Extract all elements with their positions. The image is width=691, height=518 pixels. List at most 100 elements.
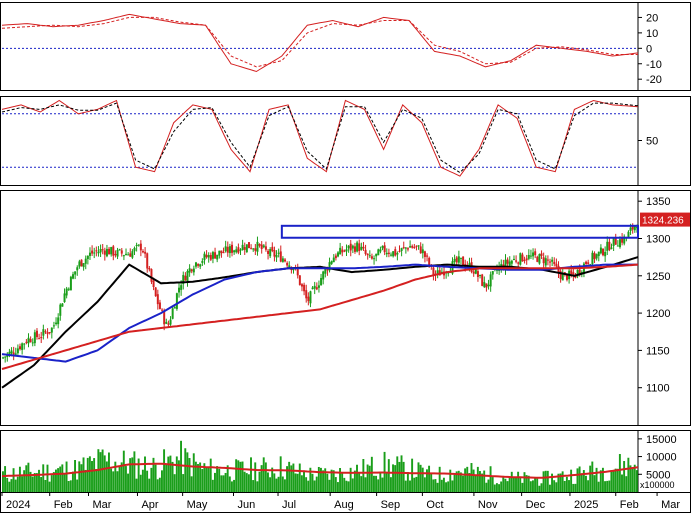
volume-bar — [211, 479, 214, 492]
candle-body — [368, 255, 371, 257]
volume-bar — [508, 477, 511, 492]
y-tick-label-macd: 0 — [646, 43, 652, 55]
volume-bar — [224, 472, 227, 492]
panel-frame-macd — [0, 2, 691, 91]
y-tick-label-price: 1150 — [646, 345, 670, 357]
candle-body — [525, 258, 528, 261]
candle-body — [63, 293, 66, 303]
candle-body — [133, 247, 136, 252]
volume-bar — [177, 460, 180, 492]
candle-body — [358, 243, 361, 251]
volume-bar — [290, 465, 293, 492]
candle-body — [12, 352, 15, 355]
candle-body — [180, 285, 183, 290]
volume-bar — [510, 471, 513, 492]
volume-bar — [349, 467, 352, 492]
volume-bar — [506, 481, 509, 492]
volume-bar — [235, 459, 238, 492]
candle-body — [366, 253, 369, 256]
candle-body — [82, 263, 85, 268]
candle-body — [156, 294, 159, 305]
volume-bar — [373, 475, 375, 492]
candle-body — [578, 269, 581, 275]
candle-body — [194, 262, 197, 267]
volume-bar — [398, 461, 401, 492]
volume-bar — [256, 481, 259, 492]
volume-bar — [521, 482, 524, 492]
y-tick-label-price: 1100 — [646, 383, 670, 395]
volume-bar — [86, 457, 89, 492]
candle-body — [226, 246, 229, 253]
candle-body — [103, 250, 106, 255]
volume-bar — [31, 476, 34, 492]
volume-bar — [370, 456, 373, 492]
volume-bar — [207, 467, 210, 492]
candle-body — [224, 246, 227, 252]
volume-bar — [570, 469, 573, 492]
x-tick-label: 2025 — [574, 499, 598, 511]
volume-bar — [2, 471, 4, 492]
candle-body — [57, 317, 60, 325]
volume-bar — [485, 482, 488, 492]
volume-bar — [409, 480, 411, 492]
candle-body — [485, 283, 488, 288]
candle-body — [279, 251, 282, 262]
candle-body — [148, 268, 151, 270]
candle-body — [273, 250, 276, 257]
candle-body — [633, 225, 636, 231]
volume-bar — [394, 465, 397, 492]
volume-bar — [525, 475, 528, 492]
candle-body — [527, 254, 530, 259]
volume-bar — [356, 464, 358, 492]
candle-body — [606, 241, 609, 251]
candle-body — [84, 258, 87, 264]
candle-body — [610, 247, 613, 249]
volume-bar — [250, 457, 252, 492]
candle-body — [154, 287, 157, 297]
candle-body — [491, 271, 494, 275]
candle-body — [553, 261, 556, 265]
candle-body — [178, 287, 181, 293]
candle-body — [536, 256, 539, 262]
volume-bar — [269, 477, 272, 492]
candle-body — [114, 253, 117, 256]
volume-bar — [313, 480, 316, 492]
candle-body — [101, 249, 104, 251]
volume-bar — [118, 466, 121, 492]
volume-bar — [544, 470, 547, 492]
volume-bar — [76, 479, 79, 492]
volume-bar — [595, 467, 598, 492]
x-tick-label: Feb — [620, 499, 639, 511]
candle-body — [602, 248, 605, 256]
candle-body — [419, 246, 422, 254]
volume-bar — [517, 471, 520, 492]
candle-body — [546, 259, 549, 261]
volume-bar — [432, 479, 435, 492]
candle-body — [415, 245, 418, 247]
candle-body — [120, 250, 123, 254]
volume-bar — [599, 470, 602, 492]
candle-body — [332, 257, 335, 263]
volume-bar — [150, 467, 153, 492]
candle-body — [635, 227, 638, 229]
candle-body — [214, 252, 217, 259]
volume-bar — [69, 480, 72, 492]
volume-bar — [404, 480, 407, 492]
volume-bar — [436, 482, 439, 492]
volume-bar — [220, 475, 223, 492]
candle-body — [406, 248, 409, 250]
volume-bar — [247, 474, 250, 492]
volume-bar — [292, 463, 295, 492]
candle-body — [288, 265, 291, 268]
volume-bar — [320, 467, 322, 492]
volume-bar — [536, 478, 539, 492]
candle-body — [322, 271, 325, 280]
candle-body — [614, 238, 617, 245]
candle-body — [356, 242, 359, 252]
candle-body — [390, 254, 393, 256]
candle-body — [521, 254, 524, 262]
volume-bar — [271, 467, 274, 492]
panel-frame-stochastic — [0, 96, 691, 186]
volume-bar — [264, 462, 267, 492]
candle-body — [474, 268, 477, 274]
